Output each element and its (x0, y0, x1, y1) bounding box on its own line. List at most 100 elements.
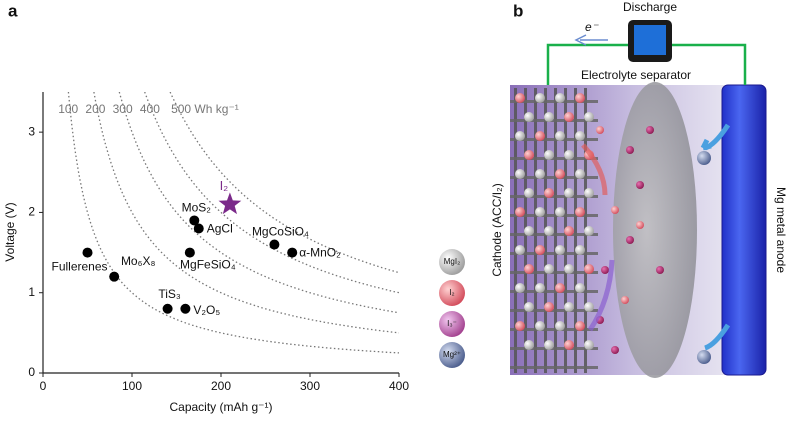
legend-swatch (439, 249, 465, 275)
particle (601, 266, 609, 274)
y-tick-label: 3 (28, 124, 35, 138)
particle (575, 207, 585, 217)
electron-label: e⁻ (585, 20, 600, 34)
particle (575, 283, 585, 293)
energy-curve (118, 92, 399, 314)
particle (621, 296, 629, 304)
particle (524, 302, 534, 312)
reaction-arrow (587, 259, 615, 332)
point-label: MgFeSiO₄ (180, 258, 236, 272)
particle (535, 169, 545, 179)
x-tick-label: 400 (389, 379, 409, 393)
curve-label: 400 (140, 102, 160, 116)
y-axis-title: Voltage (V) (3, 202, 17, 261)
particle (611, 206, 619, 214)
mesh-bar (510, 347, 598, 350)
particle (535, 321, 545, 331)
particle (596, 126, 604, 134)
particle (564, 112, 574, 122)
particle (564, 340, 574, 350)
particle (544, 264, 554, 274)
particle (544, 340, 554, 350)
point (109, 271, 120, 282)
point-label: V₂O₅ (193, 303, 220, 317)
highlight-point (218, 192, 242, 215)
particle (697, 151, 711, 165)
particle (515, 283, 525, 293)
particle (575, 131, 585, 141)
point (287, 247, 298, 258)
particle (564, 302, 574, 312)
particle (555, 321, 565, 331)
wire (546, 43, 747, 85)
point-label: Mo₆X₈ (121, 254, 156, 268)
energy-curve (169, 92, 399, 274)
separator (613, 82, 697, 378)
particle (515, 207, 525, 217)
legend-swatch (439, 342, 465, 368)
legend-label: I₃⁻ (447, 319, 457, 328)
legend-label: MgI₂ (444, 257, 460, 266)
y-tick-label: 1 (28, 285, 35, 299)
point-label: Fullerenes (51, 260, 107, 274)
point-label: MoS₂ (182, 201, 212, 215)
mesh-bar (510, 119, 598, 122)
particle (515, 245, 525, 255)
x-tick-label: 200 (211, 379, 231, 393)
mesh-bar (510, 195, 598, 198)
particle (584, 340, 594, 350)
mesh-bar (510, 157, 598, 160)
particle (575, 169, 585, 179)
device-screen (634, 25, 666, 55)
particle (555, 93, 565, 103)
particle (524, 226, 534, 236)
particle (564, 226, 574, 236)
curve-label: 500 Wh kg⁻¹ (171, 102, 239, 116)
mesh-bar (510, 214, 598, 217)
point (162, 303, 173, 314)
x-axis-title: Capacity (mAh g⁻¹) (169, 400, 272, 414)
particle (584, 264, 594, 274)
particle (535, 93, 545, 103)
energy-curves (67, 92, 399, 354)
particle (646, 126, 654, 134)
particle (575, 321, 585, 331)
point (184, 247, 195, 258)
particle (544, 226, 554, 236)
particle (564, 264, 574, 274)
mesh-bar (510, 100, 598, 103)
particle (524, 188, 534, 198)
particle (656, 266, 664, 274)
legend-label: Mg²⁺ (443, 350, 461, 359)
separator-label: Electrolyte separator (581, 68, 691, 82)
mesh-bar (510, 138, 598, 141)
mesh-bar (510, 271, 598, 274)
particle (535, 245, 545, 255)
energy-curve (144, 92, 399, 294)
particle (626, 146, 634, 154)
mesh-bar (510, 290, 598, 293)
mesh-bar (510, 176, 598, 179)
x-tick-label: 300 (300, 379, 320, 393)
particle (636, 221, 644, 229)
particle (515, 93, 525, 103)
point (193, 223, 204, 234)
mesh-bar (510, 233, 598, 236)
particle (555, 169, 565, 179)
anode-label: Mg metal anode (774, 187, 788, 273)
particle (515, 321, 525, 331)
particle (524, 112, 534, 122)
particle (535, 283, 545, 293)
mesh-bar (510, 309, 598, 312)
reaction-arrow (581, 143, 608, 196)
particle (555, 131, 565, 141)
cathode-label: Cathode (ACC/I₂) (490, 183, 504, 276)
point (82, 247, 93, 258)
particle (564, 150, 574, 160)
y-tick-label: 2 (28, 205, 35, 219)
particle (611, 346, 619, 354)
panel-label: b (513, 1, 523, 20)
particle (535, 207, 545, 217)
curve-label: 100 (58, 102, 78, 116)
